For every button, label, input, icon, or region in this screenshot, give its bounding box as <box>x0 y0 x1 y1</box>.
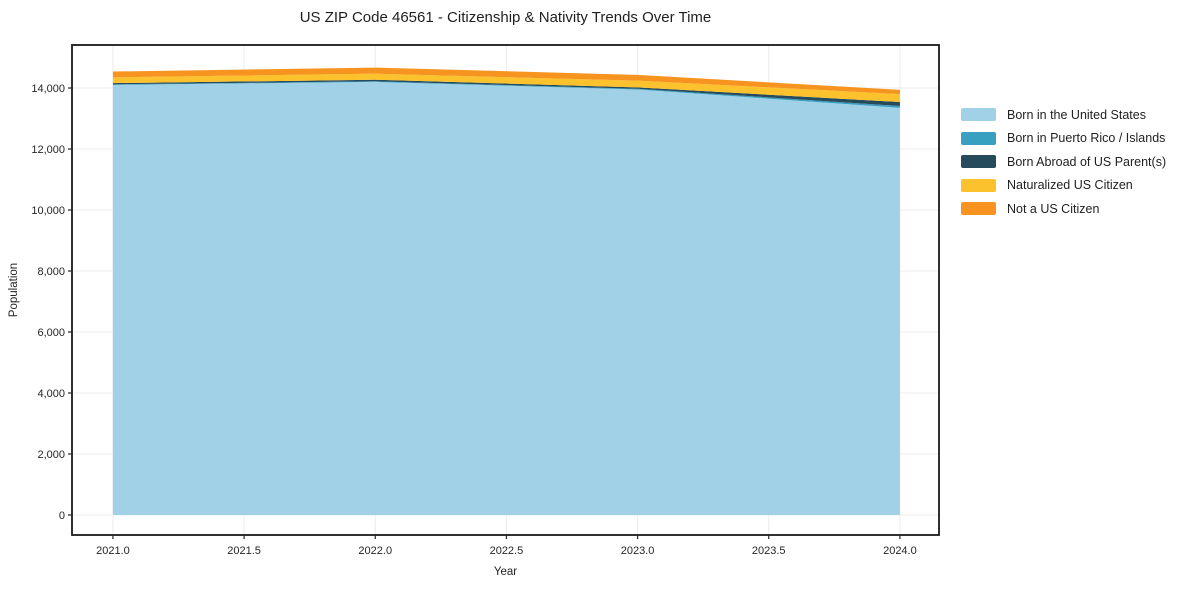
legend-item: Born Abroad of US Parent(s) <box>961 150 1166 174</box>
x-tick-label: 2021.0 <box>96 545 130 557</box>
y-tick-label: 14,000 <box>31 83 65 95</box>
legend-label: Born in the United States <box>1007 107 1146 122</box>
legend-item: Not a US Citizen <box>961 197 1166 221</box>
y-tick-label: 8,000 <box>37 266 65 278</box>
y-tick-label: 0 <box>59 510 65 522</box>
legend-item: Born in the United States <box>961 103 1166 127</box>
x-tick-label: 2023.0 <box>621 545 655 557</box>
chart-title: US ZIP Code 46561 - Citizenship & Nativi… <box>299 9 712 26</box>
y-tick-label: 2,000 <box>37 449 65 461</box>
legend-label: Born in Puerto Rico / Islands <box>1007 131 1166 146</box>
y-tick-label: 4,000 <box>37 388 65 400</box>
legend-swatch <box>961 202 996 216</box>
legend-item: Born in Puerto Rico / Islands <box>961 127 1166 151</box>
x-tick-label: 2021.5 <box>227 545 261 557</box>
area-series-3 <box>112 73 900 103</box>
legend-label: Naturalized US Citizen <box>1007 178 1133 193</box>
x-axis-label: Year <box>493 566 518 578</box>
area-series-0 <box>112 81 900 515</box>
legend-swatch <box>961 178 996 192</box>
y-tick-label: 12,000 <box>31 144 65 156</box>
x-tick-label: 2022.5 <box>490 545 524 557</box>
x-tick-label: 2024.0 <box>883 545 917 557</box>
legend-label: Not a US Citizen <box>1007 201 1100 216</box>
y-tick-label: 10,000 <box>31 205 65 217</box>
y-tick-label: 6,000 <box>37 327 65 339</box>
legend: Born in the United States Born in Puerto… <box>961 103 1166 221</box>
area-series-1 <box>112 81 900 108</box>
axes-frame <box>71 44 940 536</box>
legend-swatch <box>961 108 996 122</box>
legend-swatch <box>961 155 996 169</box>
legend-swatch <box>961 131 996 145</box>
legend-label: Born Abroad of US Parent(s) <box>1007 154 1167 169</box>
x-tick-label: 2022.0 <box>358 545 392 557</box>
x-tick-label: 2023.5 <box>752 545 786 557</box>
y-axis-label: Population <box>8 262 20 318</box>
legend-item: Naturalized US Citizen <box>961 174 1166 198</box>
area-series-2 <box>112 79 900 106</box>
area-series-4 <box>112 67 900 95</box>
